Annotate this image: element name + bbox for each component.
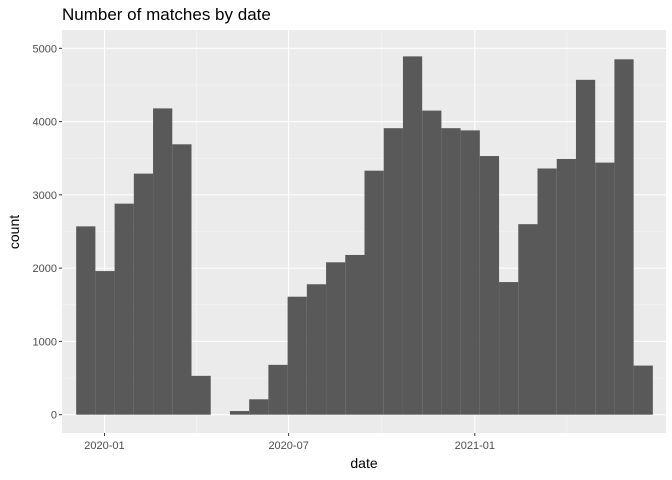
y-axis: 0 1000 2000 3000 4000 5000: [33, 43, 62, 422]
histogram-bar: [364, 170, 384, 415]
histogram-bar: [537, 168, 557, 415]
y-tick-label: 0: [51, 410, 57, 422]
y-tick-label: 5000: [33, 43, 57, 55]
histogram-bar: [268, 364, 288, 415]
histogram-bar: [614, 59, 634, 415]
histogram-bar: [422, 110, 442, 415]
x-tick-label: 2021-01: [455, 440, 495, 452]
histogram-bar: [76, 226, 96, 415]
histogram-bar: [326, 262, 346, 415]
histogram-bar: [402, 56, 423, 415]
y-tick-label: 2000: [33, 263, 57, 275]
histogram-bar: [153, 108, 173, 415]
histogram-bars: [76, 56, 653, 415]
x-axis-title: date: [350, 455, 377, 471]
histogram-bar: [460, 130, 480, 415]
histogram-bar: [575, 79, 596, 415]
histogram-bar: [249, 399, 269, 415]
y-tick-label: 4000: [33, 117, 57, 129]
histogram-bar: [306, 284, 327, 415]
histogram-bar: [441, 128, 461, 415]
histogram-bar: [633, 365, 653, 415]
histogram-bar: [383, 128, 403, 415]
histogram-bar: [556, 158, 576, 415]
chart-title: Number of matches by date: [62, 5, 271, 24]
histogram-bar: [95, 271, 115, 415]
histogram-bar: [172, 144, 192, 415]
histogram-bar: [499, 282, 519, 415]
x-tick-label: 2020-07: [268, 440, 308, 452]
histogram-bar: [287, 296, 307, 415]
y-axis-title: count: [6, 215, 22, 249]
histogram-bar: [133, 173, 154, 415]
y-tick-label: 1000: [33, 336, 57, 348]
histogram-bar: [229, 411, 250, 415]
histogram-bar: [114, 203, 134, 415]
histogram-bar: [191, 375, 211, 415]
y-tick-label: 3000: [33, 190, 57, 202]
histogram-bar: [345, 254, 365, 415]
x-tick-label: 2020-01: [84, 440, 124, 452]
x-axis: 2020-01 2020-07 2021-01: [84, 433, 495, 452]
histogram-bar: [518, 224, 538, 415]
histogram-bar: [479, 156, 500, 415]
histogram-bar: [595, 162, 615, 415]
